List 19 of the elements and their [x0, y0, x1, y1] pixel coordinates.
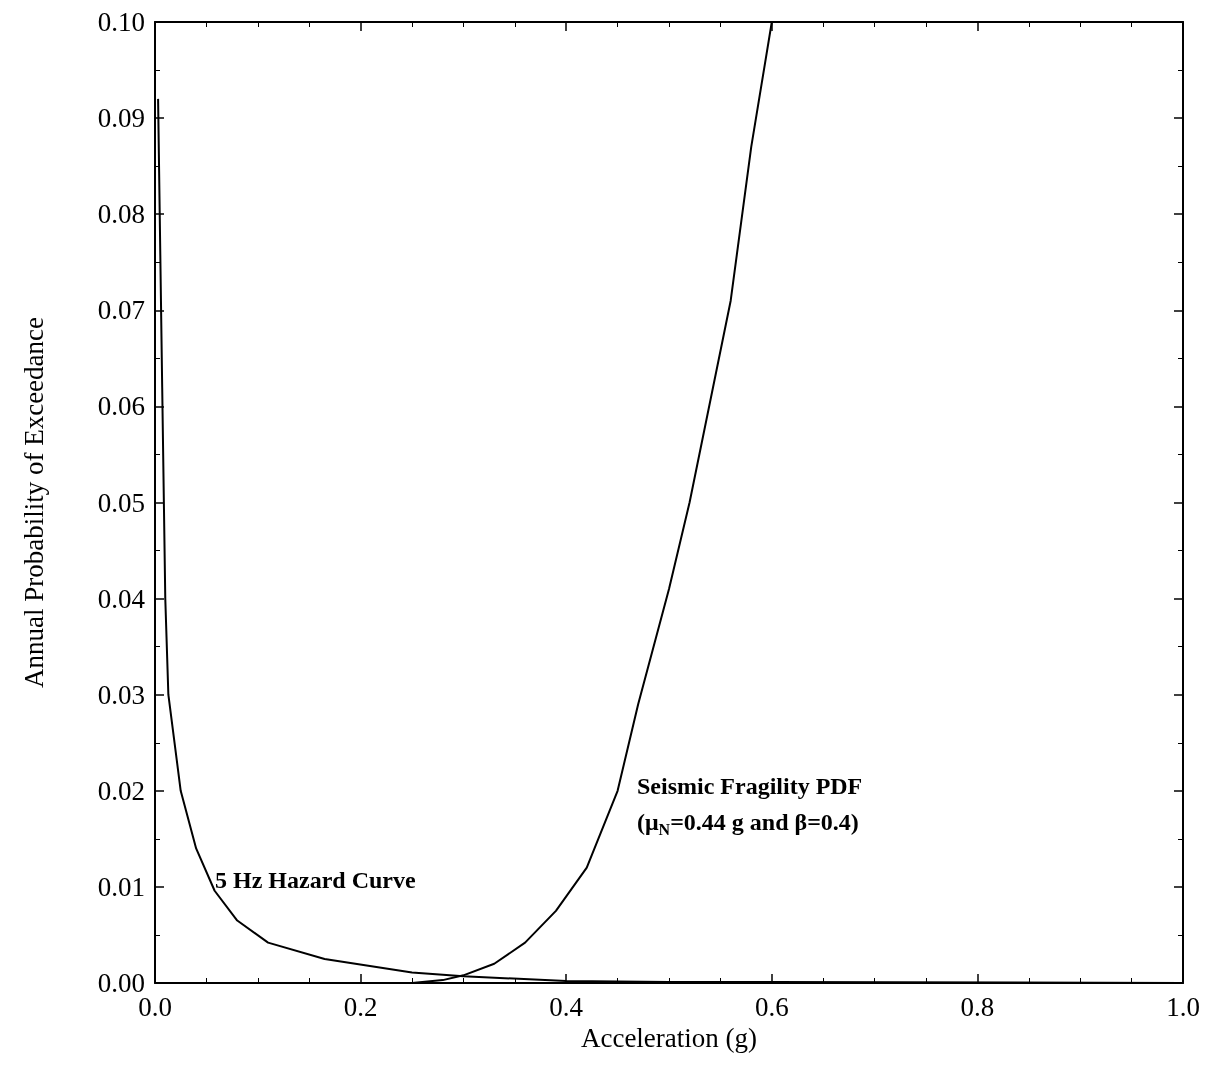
- y-tick-label: 0.07: [97, 295, 145, 326]
- y-tick-label: 0.06: [97, 391, 145, 422]
- y-tick-label: 0.08: [97, 199, 145, 230]
- y-tick-label: 0.04: [97, 583, 146, 614]
- y-axis-title: Annual Probability of Exceedance: [18, 316, 49, 689]
- y-tick-label: 0.09: [97, 103, 145, 134]
- x-tick-label: 0.4: [549, 991, 584, 1022]
- y-tick-label: 0.02: [97, 775, 145, 806]
- y-tick-label: 0.05: [97, 487, 145, 518]
- x-tick-label: 1.0: [1166, 991, 1200, 1022]
- x-axis-title: Acceleration (g): [580, 1023, 758, 1054]
- y-tick-label: 0.10: [97, 7, 145, 37]
- annotation: 5 Hz Hazard Curve: [215, 867, 416, 893]
- x-tick-label: 0.2: [343, 991, 378, 1022]
- y-tick-label: 0.03: [97, 679, 145, 710]
- annotation: Seismic Fragility PDF: [637, 773, 863, 799]
- x-tick-label: 0.6: [754, 991, 789, 1022]
- y-tick-label: 0.01: [97, 871, 145, 902]
- x-tick-label: 0.8: [960, 991, 995, 1022]
